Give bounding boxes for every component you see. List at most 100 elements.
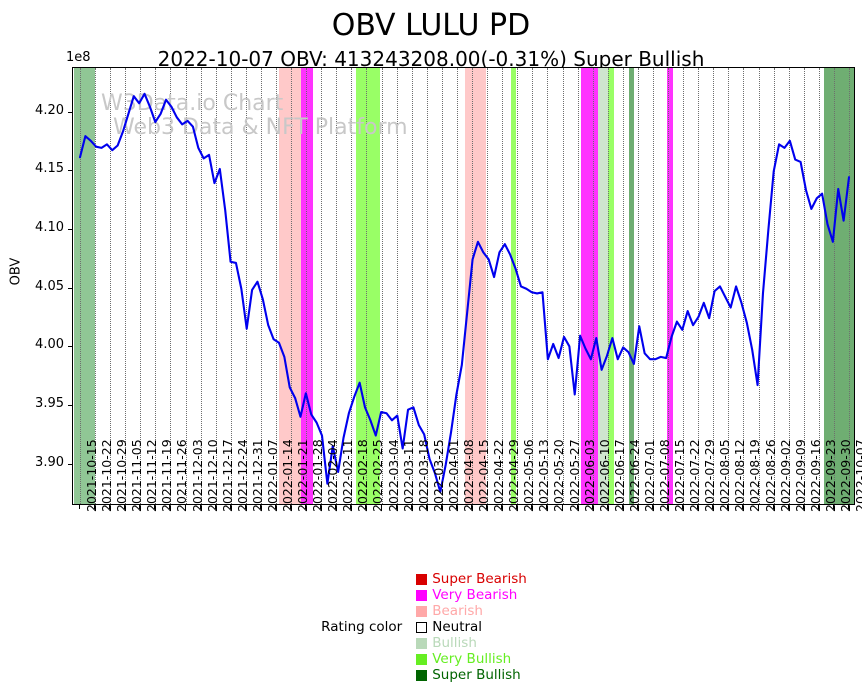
- y-tick-label: 3.90: [35, 454, 64, 470]
- x-tick-label: 2022-09-23: [822, 439, 838, 512]
- rating-band: [510, 68, 517, 504]
- x-tick-label: 2022-06-17: [611, 439, 627, 512]
- gridline-vertical: [381, 68, 383, 504]
- x-tick-mark: [621, 505, 623, 509]
- legend-label: Very Bearish: [432, 587, 518, 603]
- gridline-vertical: [698, 68, 700, 504]
- x-tick-label: 2022-07-15: [672, 439, 688, 512]
- gridline-vertical: [336, 68, 338, 504]
- x-tick-label: 2022-08-12: [732, 439, 748, 512]
- gridline-vertical: [200, 68, 202, 504]
- legend-entry[interactable]: Neutral: [416, 619, 527, 635]
- x-tick-label: 2022-05-06: [521, 439, 537, 512]
- gridline-vertical: [170, 68, 172, 504]
- y-tick-label: 4.15: [35, 161, 64, 177]
- x-tick-label: 2022-06-03: [581, 439, 597, 512]
- legend-swatch: [416, 637, 428, 649]
- x-tick-mark: [124, 505, 126, 509]
- x-tick-mark: [335, 505, 337, 509]
- gridline-vertical: [803, 68, 805, 504]
- x-tick-label: 2022-04-15: [476, 439, 492, 512]
- legend-entry[interactable]: Bullish: [416, 635, 527, 651]
- gridline-vertical: [728, 68, 730, 504]
- x-tick-mark: [471, 505, 473, 509]
- gridline-vertical: [532, 68, 534, 504]
- x-tick-label: 2021-10-15: [84, 439, 99, 512]
- legend-label: Neutral: [432, 619, 483, 635]
- x-tick-label: 2022-05-27: [566, 439, 582, 512]
- x-tick-mark: [440, 505, 442, 509]
- x-tick-mark: [184, 505, 186, 509]
- gridline-vertical: [125, 68, 127, 504]
- x-tick-label: 2021-12-03: [189, 439, 205, 512]
- y-tick-label: 4.20: [35, 102, 64, 118]
- y-tick-label: 4.00: [35, 337, 64, 353]
- legend-label: Super Bullish: [432, 667, 521, 683]
- x-tick-label: 2022-07-29: [702, 439, 718, 512]
- x-tick-label: 2021-12-24: [234, 439, 250, 512]
- x-tick-mark: [425, 505, 427, 509]
- x-tick-label: 2022-05-13: [536, 439, 552, 512]
- gridline-vertical: [562, 68, 564, 504]
- y-tick-mark: [68, 170, 72, 172]
- x-tick-label: 2022-07-08: [656, 439, 672, 512]
- x-tick-mark: [742, 505, 744, 509]
- y-tick-mark: [68, 346, 72, 348]
- x-tick-mark: [832, 505, 834, 509]
- gridline-vertical: [577, 68, 579, 504]
- x-tick-mark: [94, 505, 96, 509]
- x-tick-label: 2022-09-16: [807, 439, 823, 512]
- x-tick-label: 2021-11-12: [144, 439, 160, 512]
- gridline-vertical: [683, 68, 685, 504]
- x-tick-mark: [667, 505, 669, 509]
- x-tick-label: 2022-03-04: [385, 439, 401, 512]
- gridline-vertical: [276, 68, 278, 504]
- x-tick-mark: [214, 505, 216, 509]
- legend-entry[interactable]: Super Bullish: [416, 667, 527, 683]
- y-tick-label: 4.10: [35, 220, 64, 236]
- gridline-vertical: [713, 68, 715, 504]
- rating-band: [628, 68, 634, 504]
- gridline-vertical: [547, 68, 549, 504]
- x-tick-label: 2021-10-29: [114, 439, 130, 512]
- legend-swatch: [416, 653, 428, 665]
- x-tick-label: 2021-12-17: [219, 439, 235, 512]
- x-tick-label: 2022-04-22: [491, 439, 507, 512]
- x-tick-mark: [848, 505, 849, 509]
- x-tick-mark: [546, 505, 548, 509]
- x-tick-label: 2022-06-10: [596, 439, 612, 512]
- legend-entry[interactable]: Super Bearish: [416, 571, 527, 587]
- legend-entry[interactable]: Very Bullish: [416, 651, 527, 667]
- y-tick-label: 4.05: [35, 278, 64, 294]
- gridline-vertical: [366, 68, 368, 504]
- legend-entry[interactable]: Very Bearish: [416, 587, 527, 603]
- obv-line-series: [78, 92, 851, 493]
- gridline-vertical: [426, 68, 428, 504]
- x-tick-mark: [712, 505, 714, 509]
- legend-entry[interactable]: Bearish: [416, 603, 527, 619]
- x-tick-mark: [682, 505, 684, 509]
- rating-color-legend: Rating color Super Bearish Very Bearish Be…: [0, 571, 862, 683]
- gridline-vertical: [230, 68, 232, 504]
- x-tick-label: 2022-08-05: [717, 439, 733, 512]
- x-tick-mark: [606, 505, 608, 509]
- x-tick-label: 2021-11-05: [129, 439, 145, 512]
- gridline-vertical: [773, 68, 775, 504]
- x-tick-label: 2022-08-26: [762, 439, 778, 512]
- x-tick-mark: [410, 505, 412, 509]
- rating-band: [73, 68, 95, 504]
- y-tick-label: 3.95: [35, 396, 64, 412]
- gridline-vertical: [607, 68, 609, 504]
- x-tick-label: 2022-09-30: [837, 439, 853, 512]
- gridline-vertical: [215, 68, 217, 504]
- x-tick-label: 2022-07-01: [641, 439, 657, 512]
- gridline-vertical: [517, 68, 519, 504]
- x-tick-mark: [109, 505, 111, 509]
- x-tick-label: 2022-01-21: [295, 439, 311, 512]
- gridline-vertical: [260, 68, 262, 504]
- gridline-vertical: [245, 68, 247, 504]
- x-tick-label: 2022-04-08: [460, 439, 476, 512]
- gridline-vertical: [637, 68, 639, 504]
- legend-swatch: [416, 605, 428, 617]
- x-tick-mark: [79, 505, 80, 509]
